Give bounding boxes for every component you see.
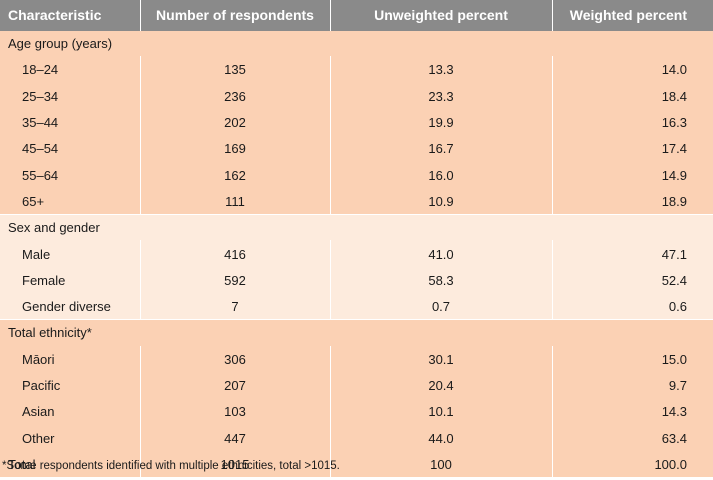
table-row: Māori 306 30.1 15.0 bbox=[0, 346, 713, 373]
table-row: 55–64 162 16.0 14.9 bbox=[0, 161, 713, 189]
row-label: Asian bbox=[0, 398, 141, 425]
row-label: Māori bbox=[0, 346, 141, 373]
table-row: 18–24 135 13.3 14.0 bbox=[0, 56, 713, 84]
row-unweighted: 16.0 bbox=[330, 161, 553, 189]
row-respondents: 306 bbox=[140, 346, 331, 373]
table-row: Pacific 207 20.4 9.7 bbox=[0, 372, 713, 399]
row-weighted: 52.4 bbox=[552, 267, 713, 294]
row-label: Other bbox=[0, 424, 141, 452]
row-weighted: 15.0 bbox=[552, 346, 713, 373]
row-label: Male bbox=[0, 240, 141, 268]
group-row-sex: Sex and gender bbox=[0, 214, 713, 241]
group-row-ethnicity: Total ethnicity* bbox=[0, 319, 713, 347]
group-label-sex: Sex and gender bbox=[0, 214, 713, 241]
row-respondents: 207 bbox=[140, 372, 331, 399]
row-label: 45–54 bbox=[0, 135, 141, 162]
total-respondents: 1015 bbox=[140, 451, 331, 478]
row-respondents: 162 bbox=[140, 161, 331, 189]
group-label-ethnicity: Total ethnicity* bbox=[0, 319, 713, 347]
row-label: 35–44 bbox=[0, 109, 141, 136]
row-weighted: 47.1 bbox=[552, 240, 713, 268]
row-label: 65+ bbox=[0, 188, 141, 215]
row-weighted: 16.3 bbox=[552, 109, 713, 136]
row-label: Female bbox=[0, 267, 141, 294]
row-unweighted: 23.3 bbox=[330, 83, 553, 110]
header-row: Characteristic Number of respondents Unw… bbox=[0, 0, 713, 31]
row-weighted: 9.7 bbox=[552, 372, 713, 399]
row-unweighted: 0.7 bbox=[330, 293, 553, 320]
row-label: 18–24 bbox=[0, 56, 141, 84]
row-weighted: 14.3 bbox=[552, 398, 713, 425]
row-weighted: 17.4 bbox=[552, 135, 713, 162]
group-row-age: Age group (years) bbox=[0, 30, 713, 57]
row-label: 55–64 bbox=[0, 161, 141, 189]
row-unweighted: 10.9 bbox=[330, 188, 553, 215]
row-weighted: 14.9 bbox=[552, 161, 713, 189]
row-unweighted: 58.3 bbox=[330, 267, 553, 294]
row-weighted: 14.0 bbox=[552, 56, 713, 84]
table-row: Other 447 44.0 63.4 bbox=[0, 424, 713, 452]
row-unweighted: 19.9 bbox=[330, 109, 553, 136]
row-respondents: 236 bbox=[140, 83, 331, 110]
header-respondents: Number of respondents bbox=[140, 0, 331, 31]
table-row: 25–34 236 23.3 18.4 bbox=[0, 83, 713, 110]
row-respondents: 592 bbox=[140, 267, 331, 294]
row-unweighted: 10.1 bbox=[330, 398, 553, 425]
table-header: Characteristic Number of respondents Unw… bbox=[0, 0, 713, 31]
row-weighted: 0.6 bbox=[552, 293, 713, 320]
row-respondents: 135 bbox=[140, 56, 331, 84]
table-row: Gender diverse 7 0.7 0.6 bbox=[0, 293, 713, 320]
table-row: 65+ 111 10.9 18.9 bbox=[0, 188, 713, 215]
row-respondents: 111 bbox=[140, 188, 331, 215]
row-label: 25–34 bbox=[0, 83, 141, 110]
table-body: Age group (years) 18–24 135 13.3 14.0 25… bbox=[0, 30, 713, 478]
row-respondents: 7 bbox=[140, 293, 331, 320]
table-row: Male 416 41.0 47.1 bbox=[0, 240, 713, 268]
row-unweighted: 16.7 bbox=[330, 135, 553, 162]
row-unweighted: 41.0 bbox=[330, 240, 553, 268]
row-weighted: 63.4 bbox=[552, 424, 713, 452]
row-weighted: 18.4 bbox=[552, 83, 713, 110]
table-row: 35–44 202 19.9 16.3 bbox=[0, 109, 713, 136]
total-label: Total bbox=[0, 451, 141, 478]
table-row: 45–54 169 16.7 17.4 bbox=[0, 135, 713, 162]
table-row: Female 592 58.3 52.4 bbox=[0, 267, 713, 294]
row-label: Pacific bbox=[0, 372, 141, 399]
row-respondents: 103 bbox=[140, 398, 331, 425]
table-footnote: *Some respondents identified with multip… bbox=[2, 460, 340, 472]
row-respondents: 447 bbox=[140, 424, 331, 452]
header-weighted: Weighted percent bbox=[552, 0, 713, 31]
row-label: Gender diverse bbox=[0, 293, 141, 320]
row-unweighted: 44.0 bbox=[330, 424, 553, 452]
row-respondents: 416 bbox=[140, 240, 331, 268]
row-unweighted: 13.3 bbox=[330, 56, 553, 84]
row-respondents: 202 bbox=[140, 109, 331, 136]
total-weighted: 100.0 bbox=[552, 451, 713, 478]
total-row: Total 1015 100 100.0 bbox=[0, 451, 713, 478]
header-characteristic: Characteristic bbox=[0, 0, 141, 31]
row-unweighted: 30.1 bbox=[330, 346, 553, 373]
row-unweighted: 20.4 bbox=[330, 372, 553, 399]
table-row: Asian 103 10.1 14.3 bbox=[0, 398, 713, 425]
group-label-age: Age group (years) bbox=[0, 30, 713, 57]
total-unweighted: 100 bbox=[330, 451, 553, 478]
row-respondents: 169 bbox=[140, 135, 331, 162]
row-weighted: 18.9 bbox=[552, 188, 713, 215]
header-unweighted: Unweighted percent bbox=[330, 0, 553, 31]
